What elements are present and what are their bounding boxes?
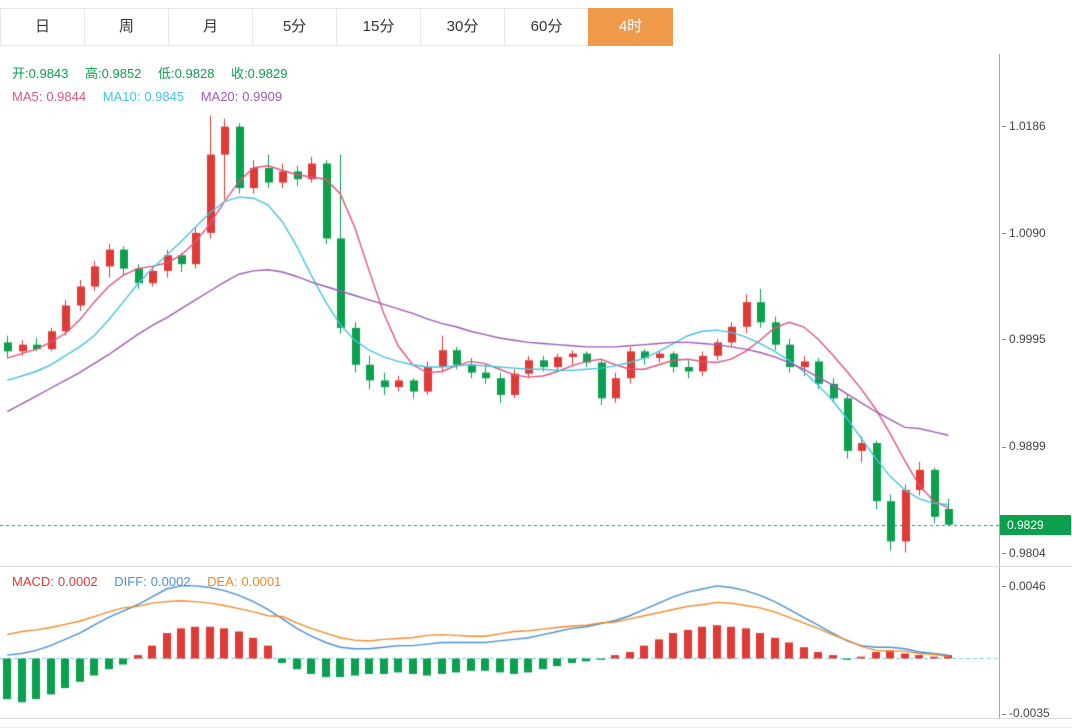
diff-label: DIFF: [114, 574, 147, 589]
tab-month[interactable]: 月 [168, 8, 253, 46]
low-label: 低: [158, 66, 175, 81]
ohlc-low: 低:0.9828 [158, 66, 214, 81]
macd-legend: MACD: 0.0002 DIFF: 0.0002 DEA: 0.0001 [12, 574, 294, 589]
tab-30min[interactable]: 30分 [420, 8, 505, 46]
dea-legend: DEA: 0.0001 [207, 574, 281, 589]
diff-legend: DIFF: 0.0002 [114, 574, 190, 589]
diff-value: 0.0002 [150, 574, 191, 589]
panel-divider-line [0, 566, 1072, 567]
timeframe-tabbar: 日 周 月 5分 15分 30分 60分 4时 [0, 8, 673, 46]
ma20-legend: MA20: 0.9909 [201, 89, 282, 104]
tab-5min[interactable]: 5分 [252, 8, 337, 46]
ma5-legend: MA5: 0.9844 [12, 89, 86, 104]
close-label: 收: [231, 66, 248, 81]
macd-value-legend: MACD: 0.0002 [12, 574, 98, 589]
dea-value: 0.0001 [241, 574, 282, 589]
tab-60min[interactable]: 60分 [504, 8, 589, 46]
main-y-axis-label-0: 1.0186 [1002, 118, 1046, 134]
macd-value: 0.0002 [57, 574, 98, 589]
ma5-label: MA5: [12, 89, 43, 104]
low-value: 0.9828 [174, 66, 215, 81]
open-label: 开: [12, 66, 29, 81]
tab-day[interactable]: 日 [0, 8, 85, 46]
main-y-axis-label-3: 0.9899 [1002, 438, 1046, 454]
macd-chart-canvas[interactable] [0, 567, 999, 718]
ohlc-high: 高:0.9852 [85, 66, 141, 81]
candlestick-chart-canvas[interactable] [0, 54, 999, 566]
main-y-axis-label-4: 0.9804 [1002, 545, 1046, 561]
bottom-divider-line [0, 718, 1072, 719]
ma-legend: MA5: 0.9844 MA10: 0.9845 MA20: 0.9909 [12, 89, 295, 104]
tab-week[interactable]: 周 [84, 8, 169, 46]
tab-4hour[interactable]: 4时 [588, 8, 673, 46]
current-price-tag: 0.9829 [1000, 514, 1071, 535]
high-label: 高: [85, 66, 102, 81]
macd-y-axis-label-1: -0.0035 [1002, 705, 1050, 721]
ohlc-close: 收:0.9829 [231, 66, 287, 81]
macd-label: MACD: [12, 574, 54, 589]
ma5-value: 0.9844 [46, 89, 87, 104]
ohlc-legend: 开:0.9843 高:0.9852 低:0.9828 收:0.9829 [12, 63, 300, 82]
ohlc-open: 开:0.9843 [12, 66, 68, 81]
ma10-legend: MA10: 0.9845 [103, 89, 184, 104]
ma20-value: 0.9909 [242, 89, 283, 104]
main-y-axis-label-2: 0.9995 [1002, 331, 1046, 347]
tab-15min[interactable]: 15分 [336, 8, 421, 46]
axis-separator-line [999, 54, 1000, 718]
high-value: 0.9852 [101, 66, 142, 81]
main-y-axis-label-1: 1.0090 [1002, 225, 1046, 241]
ma20-label: MA20: [200, 89, 239, 104]
ma10-label: MA10: [102, 89, 141, 104]
macd-y-axis-label-0: 0.0046 [1002, 578, 1046, 594]
ma10-value: 0.9845 [144, 89, 185, 104]
close-value: 0.9829 [247, 66, 288, 81]
dea-label: DEA: [207, 574, 238, 589]
open-value: 0.9843 [28, 66, 69, 81]
